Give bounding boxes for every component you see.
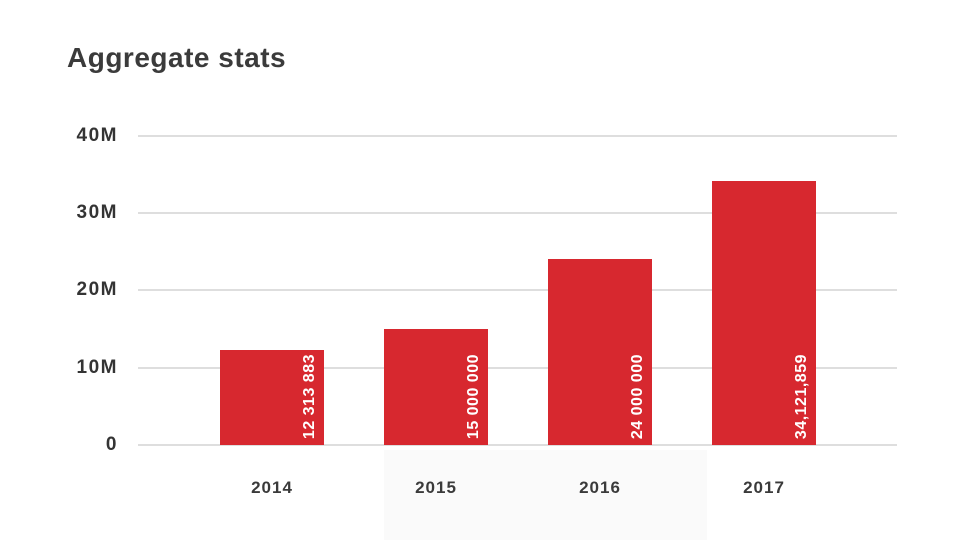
bar-value-label-2017: 34,121,859 bbox=[793, 353, 810, 439]
y-tick-label-20M: 20M bbox=[76, 279, 118, 300]
x-tick-label-2017: 2017 bbox=[743, 478, 785, 497]
bar-2017[interactable]: 34,121,859 bbox=[712, 181, 816, 445]
bar-2015[interactable]: 15 000 000 bbox=[384, 329, 488, 445]
y-tick-label-0: 0 bbox=[105, 434, 118, 455]
bar-2016[interactable]: 24 000 000 bbox=[548, 259, 652, 445]
x-tick-label-2015: 2015 bbox=[415, 478, 457, 497]
x-tick-label-2014: 2014 bbox=[251, 478, 293, 497]
gridline-20M bbox=[138, 289, 897, 291]
x-tick-label-2016: 2016 bbox=[579, 478, 621, 497]
y-tick-label-30M: 30M bbox=[76, 202, 118, 223]
bar-2014[interactable]: 12 313 883 bbox=[220, 350, 324, 445]
gridline-30M bbox=[138, 212, 897, 214]
y-tick-label-10M: 10M bbox=[76, 357, 118, 378]
chart-title: Aggregate stats bbox=[67, 42, 287, 73]
bar-value-label-2014: 12 313 883 bbox=[301, 353, 318, 439]
bar-value-label-2015: 15 000 000 bbox=[465, 353, 482, 439]
gridline-0 bbox=[138, 444, 897, 446]
gridline-40M bbox=[138, 135, 897, 137]
bar-value-label-2016: 24 000 000 bbox=[629, 353, 646, 439]
y-tick-label-40M: 40M bbox=[76, 125, 118, 146]
gridline-10M bbox=[138, 367, 897, 369]
column-highlight-band bbox=[384, 450, 707, 540]
